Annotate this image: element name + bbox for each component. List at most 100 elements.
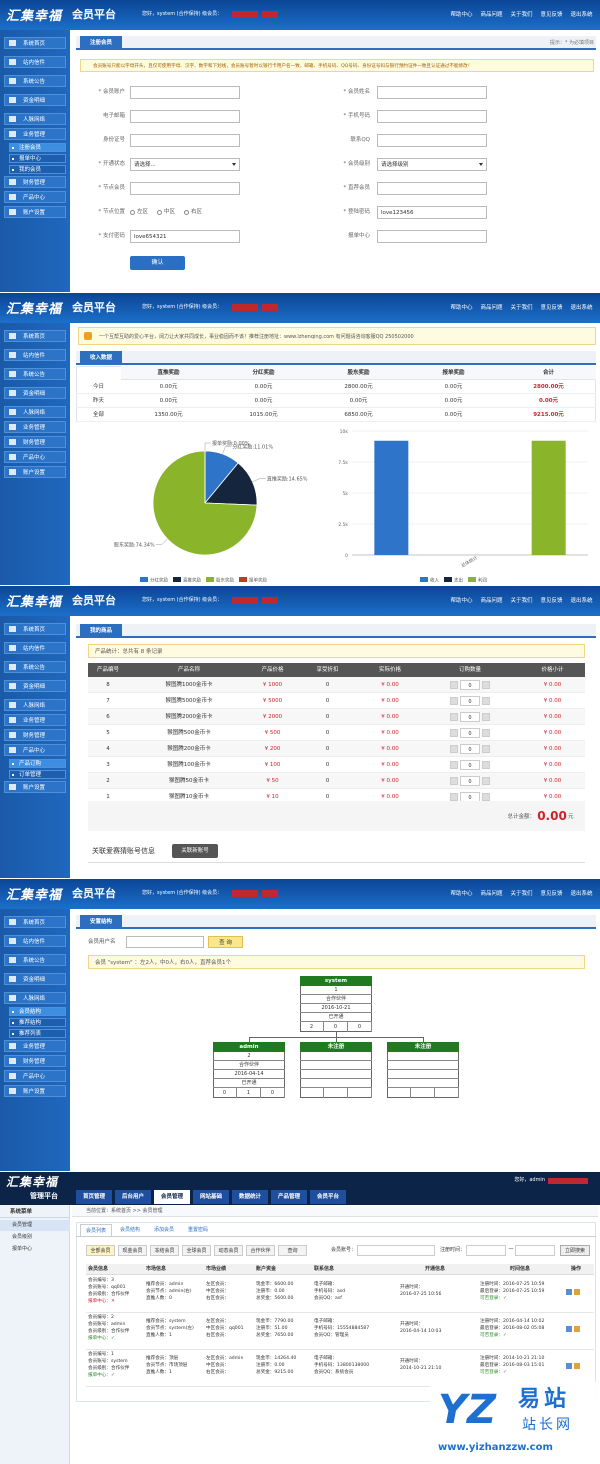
- nav-link[interactable]: 帮助中心: [450, 891, 473, 897]
- quantity-input[interactable]: 0: [460, 744, 480, 754]
- menu-item[interactable]: 人脉网络: [4, 406, 66, 418]
- date-input[interactable]: [466, 1245, 506, 1256]
- menu-item[interactable]: 资金明细: [4, 94, 66, 106]
- select[interactable]: 请选择级别: [377, 158, 487, 171]
- tab[interactable]: 注册会员: [80, 36, 122, 50]
- text-input[interactable]: love654321: [130, 230, 240, 243]
- tab[interactable]: 重置密码: [187, 1227, 208, 1233]
- menu-item[interactable]: 账户设置: [4, 781, 66, 793]
- nav-link[interactable]: 意见反馈: [540, 305, 563, 311]
- nav-link[interactable]: 关于我们: [510, 598, 533, 604]
- edit-icon[interactable]: [566, 1326, 572, 1332]
- filter-button[interactable]: 动态会员: [214, 1245, 243, 1256]
- menu-item[interactable]: 系统首页: [4, 37, 66, 49]
- menu-item[interactable]: 财务管理: [4, 729, 66, 741]
- link-button[interactable]: 关联新账号: [172, 844, 218, 858]
- menu-item[interactable]: 人脉网络: [4, 113, 66, 125]
- submenu-item[interactable]: 报单中心: [9, 154, 66, 163]
- filter-button[interactable]: 查询: [278, 1245, 307, 1256]
- nav-link[interactable]: 意见反馈: [540, 891, 563, 897]
- nav-tab[interactable]: 会员平台: [310, 1190, 346, 1204]
- menu-item[interactable]: 站内信件: [4, 56, 66, 68]
- text-input[interactable]: [130, 110, 240, 123]
- text-input[interactable]: [377, 86, 487, 99]
- select[interactable]: 请选择...: [130, 158, 240, 171]
- menu-item[interactable]: 资金明细: [4, 387, 66, 399]
- quantity-input[interactable]: 0: [460, 776, 480, 786]
- plus-button[interactable]: [482, 729, 490, 737]
- text-input[interactable]: [130, 86, 240, 99]
- menu-item[interactable]: 业务管理: [4, 421, 66, 433]
- menu-item[interactable]: 业务管理: [4, 1040, 66, 1052]
- menu-item[interactable]: 产品中心: [4, 451, 66, 463]
- menu-item[interactable]: 账户设置: [4, 466, 66, 478]
- date-input[interactable]: [515, 1245, 555, 1256]
- account-input[interactable]: [357, 1245, 435, 1256]
- nav-tab[interactable]: 后台用户: [115, 1190, 151, 1204]
- menu-item[interactable]: 系统公告: [4, 368, 66, 380]
- minus-button[interactable]: [450, 697, 458, 705]
- edit-icon[interactable]: [566, 1289, 572, 1295]
- nav-link[interactable]: 商品问题: [480, 305, 503, 311]
- menu-item[interactable]: 资金明细: [4, 973, 66, 985]
- menu-item[interactable]: 人脉网络: [4, 699, 66, 711]
- menu-item[interactable]: 财务管理: [4, 176, 66, 188]
- side-item[interactable]: 会员管理: [0, 1220, 70, 1231]
- submenu-item[interactable]: 推荐结构: [9, 1018, 66, 1027]
- submenu-item[interactable]: 我的会员: [9, 165, 66, 174]
- text-input[interactable]: [130, 134, 240, 147]
- tab[interactable]: 添加会员: [153, 1227, 174, 1233]
- nav-link[interactable]: 意见反馈: [540, 598, 563, 604]
- nav-tab[interactable]: 数据统计: [232, 1190, 268, 1204]
- submit-button[interactable]: 确认: [130, 256, 185, 270]
- menu-item[interactable]: 系统公告: [4, 954, 66, 966]
- text-input[interactable]: love123456: [377, 206, 487, 219]
- nav-link[interactable]: 帮助中心: [450, 305, 473, 311]
- nav-link[interactable]: 关于我们: [510, 305, 533, 311]
- menu-item[interactable]: 系统首页: [4, 330, 66, 342]
- delete-icon[interactable]: [574, 1363, 580, 1369]
- menu-item[interactable]: 系统公告: [4, 661, 66, 673]
- search-input[interactable]: [126, 936, 204, 948]
- nav-tab[interactable]: 产品管理: [271, 1190, 307, 1204]
- nav-link[interactable]: 退出系统: [570, 891, 593, 897]
- plus-button[interactable]: [482, 697, 490, 705]
- tab[interactable]: 收入数据: [80, 351, 122, 365]
- nav-tab[interactable]: 网站基础: [193, 1190, 229, 1204]
- plus-button[interactable]: [482, 713, 490, 721]
- nav-link[interactable]: 帮助中心: [450, 598, 473, 604]
- plus-button[interactable]: [482, 681, 490, 689]
- delete-icon[interactable]: [574, 1326, 580, 1332]
- nav-link[interactable]: 商品问题: [480, 12, 503, 18]
- nav-link[interactable]: 退出系统: [570, 305, 593, 311]
- filter-button[interactable]: 冻结会员: [150, 1245, 179, 1256]
- filter-button[interactable]: 合作伙伴: [246, 1245, 275, 1256]
- menu-item[interactable]: 人脉网络: [4, 992, 66, 1004]
- radio[interactable]: [130, 210, 135, 215]
- nav-link[interactable]: 商品问题: [480, 891, 503, 897]
- plus-button[interactable]: [482, 745, 490, 753]
- nav-link[interactable]: 意见反馈: [540, 12, 563, 18]
- menu-item[interactable]: 站内信件: [4, 642, 66, 654]
- edit-icon[interactable]: [566, 1363, 572, 1369]
- menu-item[interactable]: 站内信件: [4, 349, 66, 361]
- menu-item[interactable]: 产品中心: [4, 744, 66, 756]
- nav-tab[interactable]: 会员管理: [154, 1190, 190, 1204]
- minus-button[interactable]: [450, 793, 458, 801]
- minus-button[interactable]: [450, 681, 458, 689]
- submenu-item[interactable]: 推荐列表: [9, 1029, 66, 1038]
- tab[interactable]: 会员列表: [80, 1224, 112, 1236]
- minus-button[interactable]: [450, 713, 458, 721]
- nav-link[interactable]: 帮助中心: [450, 12, 473, 18]
- search-button[interactable]: 立即搜索: [560, 1245, 590, 1256]
- minus-button[interactable]: [450, 761, 458, 769]
- menu-item[interactable]: 产品中心: [4, 191, 66, 203]
- quantity-input[interactable]: 0: [460, 760, 480, 770]
- menu-item[interactable]: 资金明细: [4, 680, 66, 692]
- text-input[interactable]: [377, 182, 487, 195]
- text-input[interactable]: [377, 230, 487, 243]
- nav-link[interactable]: 关于我们: [510, 891, 533, 897]
- text-input[interactable]: [377, 110, 487, 123]
- minus-button[interactable]: [450, 745, 458, 753]
- filter-button[interactable]: 全球会员: [182, 1245, 211, 1256]
